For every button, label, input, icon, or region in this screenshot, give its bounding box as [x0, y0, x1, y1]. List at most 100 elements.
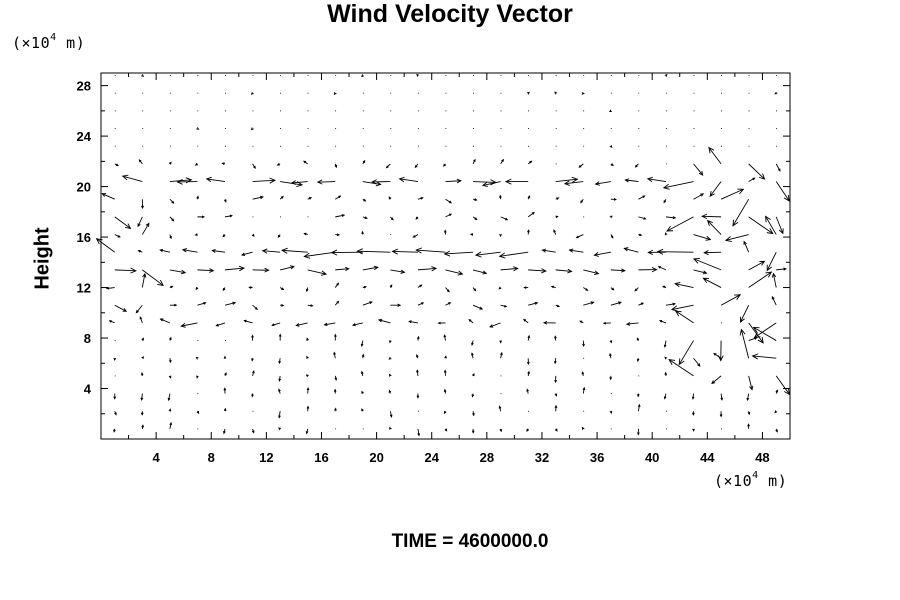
- wind-vector: [678, 340, 694, 366]
- wind-vector: [636, 337, 640, 341]
- wind-vector: [527, 334, 531, 341]
- wind-vector: [647, 249, 666, 255]
- wind-vector: [481, 181, 501, 188]
- wind-vector: [583, 269, 600, 275]
- wind-vector: [472, 411, 475, 417]
- wind-vector: [555, 268, 573, 274]
- wind-vector: [500, 216, 509, 221]
- wind-vector: [668, 358, 694, 377]
- wind-vector: [693, 357, 701, 367]
- wind-vector: [609, 410, 613, 414]
- wind-vector: [248, 286, 253, 289]
- wind-vector: [526, 428, 530, 432]
- wind-vector: [390, 303, 402, 307]
- wind-vector: [159, 318, 171, 324]
- x-tick-label: 48: [755, 450, 769, 465]
- wind-vector: [307, 197, 313, 200]
- wind-vector: [500, 266, 519, 272]
- wind-vector: [747, 423, 750, 429]
- y-tick-label: 8: [84, 331, 91, 346]
- wind-vector: [417, 197, 424, 200]
- wind-vector: [223, 387, 227, 394]
- wind-vector: [278, 388, 281, 394]
- wind-vector: [360, 370, 364, 377]
- wind-vector: [437, 321, 446, 325]
- vector-field: [95, 73, 791, 437]
- wind-vector: [775, 389, 779, 394]
- wind-vector: [445, 213, 453, 218]
- wind-vector: [252, 267, 270, 273]
- wind-vector: [252, 370, 255, 377]
- wind-vector: [500, 351, 503, 359]
- wind-vector: [527, 211, 535, 218]
- x-tick-label: 20: [369, 450, 383, 465]
- wind-vector: [295, 322, 308, 327]
- wind-vector: [471, 340, 474, 346]
- wind-vector: [361, 74, 365, 78]
- wind-vector: [278, 358, 281, 365]
- wind-vector: [390, 216, 394, 221]
- wind-vector: [224, 372, 227, 377]
- wind-vector: [638, 195, 646, 200]
- wind-vector: [243, 319, 253, 324]
- wind-vector: [468, 319, 474, 324]
- wind-vector: [638, 302, 645, 306]
- wind-vector: [747, 411, 751, 416]
- wind-vector: [610, 268, 626, 273]
- wind-vector: [554, 404, 558, 412]
- y-tick-label: 20: [77, 180, 91, 195]
- wind-vector: [472, 158, 476, 165]
- wind-vector: [278, 333, 282, 341]
- wind-vector: [356, 248, 391, 255]
- wind-vector: [664, 232, 668, 236]
- wind-vector: [523, 286, 529, 289]
- wind-vector: [610, 163, 614, 167]
- wind-vector: [361, 390, 364, 394]
- wind-vector: [664, 356, 668, 360]
- wind-vector: [223, 355, 227, 359]
- wind-vector: [197, 215, 206, 219]
- wind-vector: [412, 234, 419, 238]
- wind-vector: [500, 304, 508, 308]
- wind-vector: [554, 91, 558, 95]
- wind-vector: [361, 408, 364, 412]
- wind-vector: [637, 428, 640, 436]
- wind-vector: [636, 358, 640, 363]
- wind-vector: [771, 296, 777, 306]
- wind-vector: [720, 294, 742, 306]
- wind-vector: [388, 373, 392, 377]
- wind-vector: [583, 287, 589, 291]
- wind-vector: [693, 269, 708, 275]
- wind-vector: [168, 358, 172, 364]
- wind-vector: [140, 411, 144, 416]
- wind-vector: [580, 198, 584, 204]
- wind-vector: [472, 216, 478, 221]
- wind-vector: [416, 335, 420, 341]
- wind-vector: [748, 216, 774, 235]
- wind-vector: [361, 230, 365, 235]
- wind-vector: [474, 251, 501, 258]
- wind-vector: [499, 194, 502, 200]
- wind-vector: [277, 427, 282, 431]
- y-tick-label: 12: [77, 281, 91, 296]
- wind-vector: [333, 351, 336, 359]
- y-tick-label: 24: [77, 129, 92, 144]
- wind-vector: [169, 234, 172, 240]
- wind-vector: [748, 375, 754, 391]
- wind-vector: [702, 277, 722, 288]
- wind-vector: [121, 174, 143, 182]
- wind-vector: [499, 340, 502, 344]
- wind-vector: [445, 302, 452, 306]
- wind-vector: [333, 91, 337, 96]
- wind-vector: [663, 198, 667, 204]
- wind-vector: [334, 163, 338, 169]
- wind-vector: [717, 340, 724, 362]
- wind-vector: [335, 266, 350, 272]
- wind-vector: [593, 251, 611, 257]
- x-tick-label: 8: [208, 450, 215, 465]
- wind-vector: [665, 302, 677, 306]
- wind-vector: [389, 426, 392, 430]
- wind-vector: [724, 234, 749, 242]
- wind-vector: [498, 286, 502, 290]
